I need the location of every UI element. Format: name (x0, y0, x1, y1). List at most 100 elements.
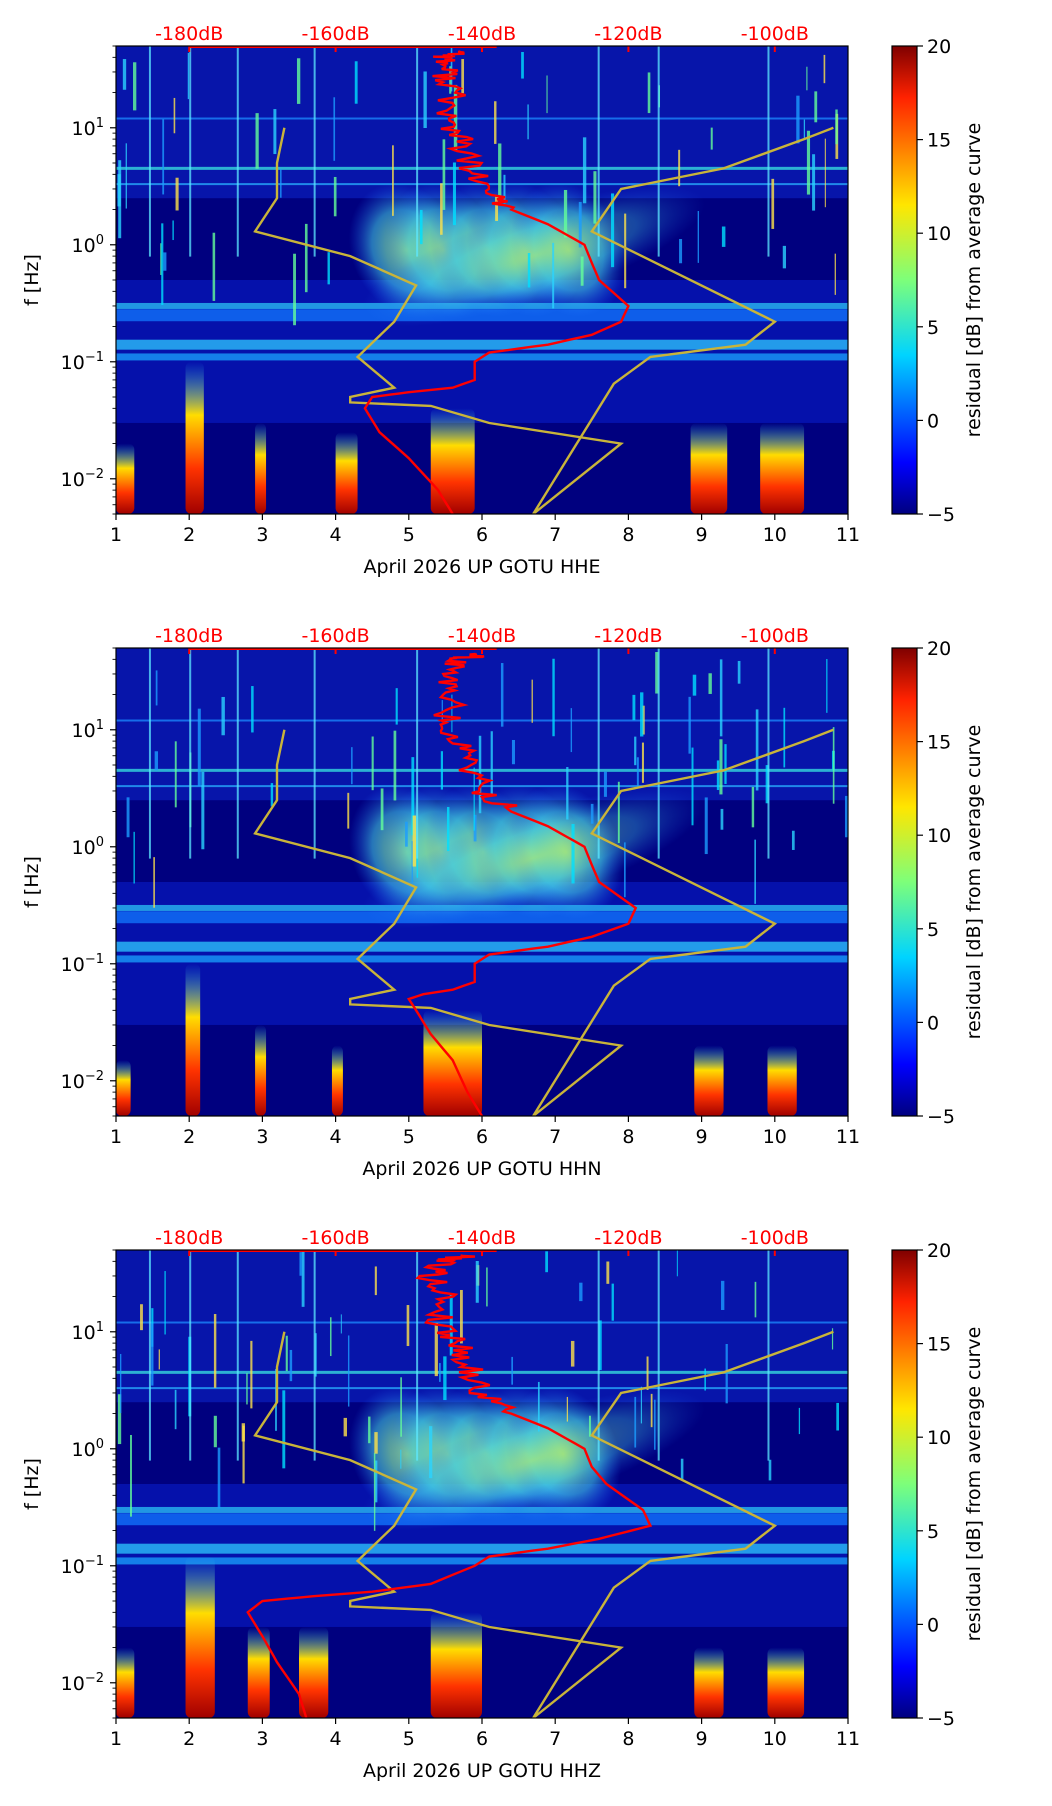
db-tick-label: -100dB (741, 23, 809, 45)
event-column (430, 408, 475, 514)
transient-streak (374, 1432, 378, 1454)
transient-streak (490, 731, 493, 796)
axes-frame (115, 1249, 849, 1719)
colorbar-tick-label: 20 (927, 1240, 951, 1262)
high-freq-band (116, 1250, 848, 1403)
transient-streak (806, 130, 811, 195)
freq-band (116, 1321, 848, 1324)
transient-streak (197, 708, 201, 787)
persistent-line (416, 1250, 419, 1461)
colorbar-tick-label: 0 (927, 410, 939, 432)
transient-streak (814, 91, 818, 123)
transient-streak (304, 223, 308, 293)
colorbar-tick-label: 10 (927, 223, 951, 245)
transient-streak (299, 1252, 302, 1276)
x-tick-label: 7 (549, 524, 561, 546)
colorbar-tick-label: −5 (927, 1708, 955, 1730)
colorbar-tick-label: 0 (927, 1614, 939, 1636)
transient-streak (125, 143, 127, 209)
median-curve (246, 1254, 653, 1718)
transient-streak (289, 1349, 293, 1382)
energy-blob (361, 1389, 705, 1531)
transient-streak (720, 808, 724, 830)
transient-streak (636, 757, 639, 789)
transient-streak (423, 71, 427, 129)
transient-streak (153, 857, 155, 908)
transient-streak (130, 1434, 132, 1517)
db-tick-label: -160dB (301, 625, 369, 647)
transient-streak (380, 788, 384, 831)
transient-streak (521, 52, 524, 79)
transient-streak (117, 174, 121, 207)
transient-streak (443, 1356, 447, 1401)
transient-streak (158, 1349, 160, 1370)
y-tick-label: 10−2 (61, 1069, 104, 1093)
transient-streak (446, 807, 450, 852)
transient-streak (803, 119, 806, 140)
transient-streak (187, 52, 190, 100)
transient-streak (617, 781, 620, 844)
transient-streak (419, 209, 423, 245)
transient-streak (765, 765, 769, 804)
transient-streak (494, 101, 497, 144)
colorbar-tick-label: 10 (927, 1427, 951, 1449)
transient-streak (647, 72, 651, 114)
transient-streak (412, 815, 417, 867)
transient-streak (570, 708, 573, 753)
transient-streak (354, 61, 358, 104)
transient-streak (751, 786, 755, 828)
transient-streak (440, 183, 443, 235)
transient-streak (133, 831, 135, 884)
x-tick-label: 8 (622, 524, 634, 546)
x-tick-label: 9 (696, 524, 708, 546)
colorbar-tick-label: 0 (927, 1012, 939, 1034)
db-tick-label: -120dB (594, 1227, 662, 1249)
db-tick-label: -140dB (448, 23, 516, 45)
transient-streak (395, 688, 398, 725)
x-tick-label: 2 (183, 1728, 195, 1750)
transient-streak (351, 747, 353, 785)
transient-streak (500, 663, 504, 727)
y-tick-label: 10−2 (61, 1671, 104, 1695)
x-tick-label: 11 (836, 524, 860, 546)
transient-streak (140, 1304, 143, 1331)
x-tick-label: 2 (183, 524, 195, 546)
transient-streak (655, 652, 659, 694)
db-tick-label: -100dB (741, 625, 809, 647)
transient-streak (590, 803, 594, 824)
x-tick-label: 9 (696, 1126, 708, 1148)
colorbar: 20 15 10 5 0 −5 (891, 1240, 955, 1730)
transient-streak (282, 1390, 286, 1469)
transient-streak (212, 232, 216, 301)
colorbar-tick-label: 5 (927, 317, 939, 339)
persistent-line (313, 46, 316, 257)
transient-streak (552, 658, 555, 737)
db-tick-label: -160dB (301, 23, 369, 45)
transient-streak (162, 119, 165, 195)
event-column (694, 1647, 724, 1718)
transient-streak (126, 797, 130, 838)
transient-streak (449, 66, 452, 94)
y-tick-label: 101 (72, 1320, 104, 1344)
colorbar-gradient (891, 45, 918, 515)
x-tick-label: 4 (330, 1728, 342, 1750)
transient-streak (537, 1381, 540, 1432)
transient-streak (653, 1399, 656, 1450)
spectrogram (116, 648, 848, 1116)
event-column (767, 1647, 805, 1718)
transient-streak (755, 709, 759, 791)
transient-streak (737, 660, 741, 684)
db-tick-label: -140dB (448, 625, 516, 647)
event-column (299, 1626, 329, 1718)
persistent-line (657, 46, 660, 257)
transient-streak (824, 138, 826, 208)
y-tick-label: 10−1 (61, 1554, 104, 1578)
persistent-line (236, 46, 239, 257)
x-tick-label: 2 (183, 1126, 195, 1148)
transient-streak (632, 694, 636, 721)
transient-streak (411, 841, 413, 883)
persistent-line (236, 648, 239, 859)
transient-streak (434, 1323, 438, 1377)
